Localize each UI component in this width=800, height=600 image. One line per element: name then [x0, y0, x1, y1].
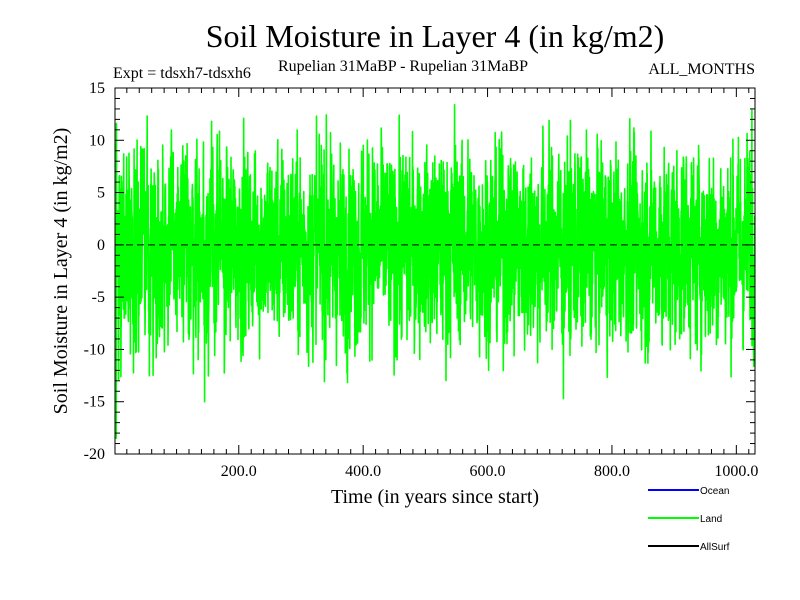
series-line-land — [115, 103, 755, 440]
legend: Ocean Land AllSurf — [648, 486, 730, 553]
y-tick-label: 15 — [89, 80, 105, 97]
plot-frame — [114, 87, 756, 455]
y-tick-label: -15 — [84, 394, 105, 411]
x-tick-label: 400.0 — [345, 463, 381, 480]
x-tick-label: 600.0 — [470, 463, 506, 480]
y-axis-label: Soil Moisture in Layer 4 (in kg/m2) — [50, 128, 72, 415]
y-tick-label: 10 — [89, 132, 105, 149]
chart-subtitle-left: Expt = tdsxh7-tdsxh6 — [113, 65, 251, 82]
x-axis: 200.0 400.0 600.0 800.0 1000.0 — [126, 88, 758, 480]
x-axis-label: Time (in years since start) — [331, 486, 539, 508]
y-tick-label: 0 — [97, 237, 105, 254]
x-tick-label: 800.0 — [594, 463, 630, 480]
legend-label-ocean: Ocean — [700, 486, 729, 497]
x-tick-label: 1000.0 — [714, 463, 758, 480]
legend-label-land: Land — [700, 514, 722, 525]
y-tick-label: -10 — [84, 341, 105, 358]
x-tick-label: 200.0 — [221, 463, 257, 480]
y-tick-label: -20 — [84, 446, 105, 463]
chart-title: Soil Moisture in Layer 4 (in kg/m2) — [206, 18, 665, 54]
chart-subtitle-right: ALL_MONTHS — [648, 61, 755, 78]
y-axis: -20 -15 -10 -5 0 5 10 15 — [84, 80, 755, 463]
chart-subtitle-center: Rupelian 31MaBP - Rupelian 31MaBP — [278, 58, 528, 75]
legend-label-allsurf: AllSurf — [700, 542, 730, 553]
y-tick-label: -5 — [92, 289, 105, 306]
y-tick-label: 5 — [97, 185, 105, 202]
